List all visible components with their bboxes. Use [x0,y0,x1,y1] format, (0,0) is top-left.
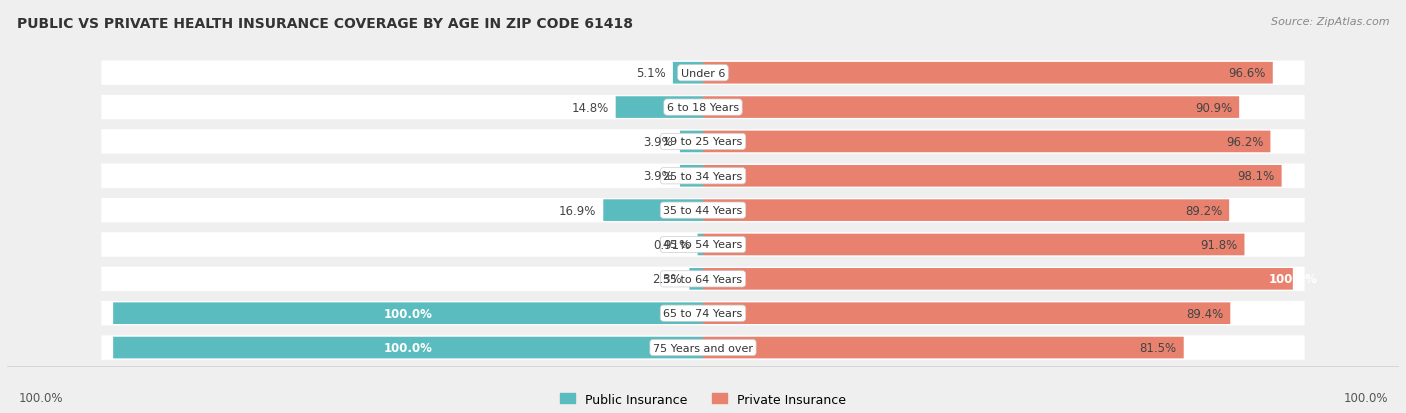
Text: 55 to 64 Years: 55 to 64 Years [664,274,742,284]
FancyBboxPatch shape [112,303,703,324]
Text: 75 Years and over: 75 Years and over [652,343,754,353]
Text: 98.1%: 98.1% [1237,170,1274,183]
Text: 19 to 25 Years: 19 to 25 Years [664,137,742,147]
Text: 96.6%: 96.6% [1229,67,1265,80]
FancyBboxPatch shape [616,97,703,119]
FancyBboxPatch shape [112,337,703,358]
FancyBboxPatch shape [101,335,1305,360]
FancyBboxPatch shape [101,62,1305,86]
FancyBboxPatch shape [703,200,1229,221]
Text: 45 to 54 Years: 45 to 54 Years [664,240,742,250]
FancyBboxPatch shape [703,131,1271,153]
FancyBboxPatch shape [101,233,1305,257]
FancyBboxPatch shape [681,166,703,187]
Text: 96.2%: 96.2% [1226,135,1264,149]
FancyBboxPatch shape [703,234,1244,256]
Text: 100.0%: 100.0% [384,307,433,320]
FancyBboxPatch shape [697,234,703,256]
FancyBboxPatch shape [703,303,1230,324]
FancyBboxPatch shape [703,337,1184,358]
FancyBboxPatch shape [101,301,1305,325]
FancyBboxPatch shape [101,199,1305,223]
Text: 6 to 18 Years: 6 to 18 Years [666,103,740,113]
Text: 5.1%: 5.1% [636,67,666,80]
FancyBboxPatch shape [703,166,1282,187]
Text: 89.2%: 89.2% [1185,204,1222,217]
FancyBboxPatch shape [101,267,1305,291]
Legend: Public Insurance, Private Insurance: Public Insurance, Private Insurance [555,388,851,411]
FancyBboxPatch shape [101,130,1305,154]
Text: 100.0%: 100.0% [1268,273,1317,286]
Text: 25 to 34 Years: 25 to 34 Years [664,171,742,181]
Text: Under 6: Under 6 [681,69,725,78]
Text: 16.9%: 16.9% [558,204,596,217]
Text: 14.8%: 14.8% [571,101,609,114]
Text: 89.4%: 89.4% [1185,307,1223,320]
Text: 81.5%: 81.5% [1139,341,1177,354]
Text: 65 to 74 Years: 65 to 74 Years [664,309,742,318]
Text: 2.3%: 2.3% [652,273,682,286]
FancyBboxPatch shape [703,97,1239,119]
Text: 0.91%: 0.91% [654,238,690,252]
FancyBboxPatch shape [101,96,1305,120]
FancyBboxPatch shape [681,131,703,153]
FancyBboxPatch shape [101,164,1305,188]
FancyBboxPatch shape [689,268,703,290]
FancyBboxPatch shape [703,268,1294,290]
Text: 100.0%: 100.0% [1343,391,1388,404]
FancyBboxPatch shape [703,63,1272,84]
Text: 3.9%: 3.9% [643,170,673,183]
Text: 100.0%: 100.0% [384,341,433,354]
Text: Source: ZipAtlas.com: Source: ZipAtlas.com [1271,17,1389,26]
Text: 3.9%: 3.9% [643,135,673,149]
Text: 35 to 44 Years: 35 to 44 Years [664,206,742,216]
Text: PUBLIC VS PRIVATE HEALTH INSURANCE COVERAGE BY AGE IN ZIP CODE 61418: PUBLIC VS PRIVATE HEALTH INSURANCE COVER… [17,17,633,31]
FancyBboxPatch shape [603,200,703,221]
FancyBboxPatch shape [673,63,703,84]
Text: 91.8%: 91.8% [1201,238,1237,252]
Text: 90.9%: 90.9% [1195,101,1232,114]
Text: 100.0%: 100.0% [18,391,63,404]
